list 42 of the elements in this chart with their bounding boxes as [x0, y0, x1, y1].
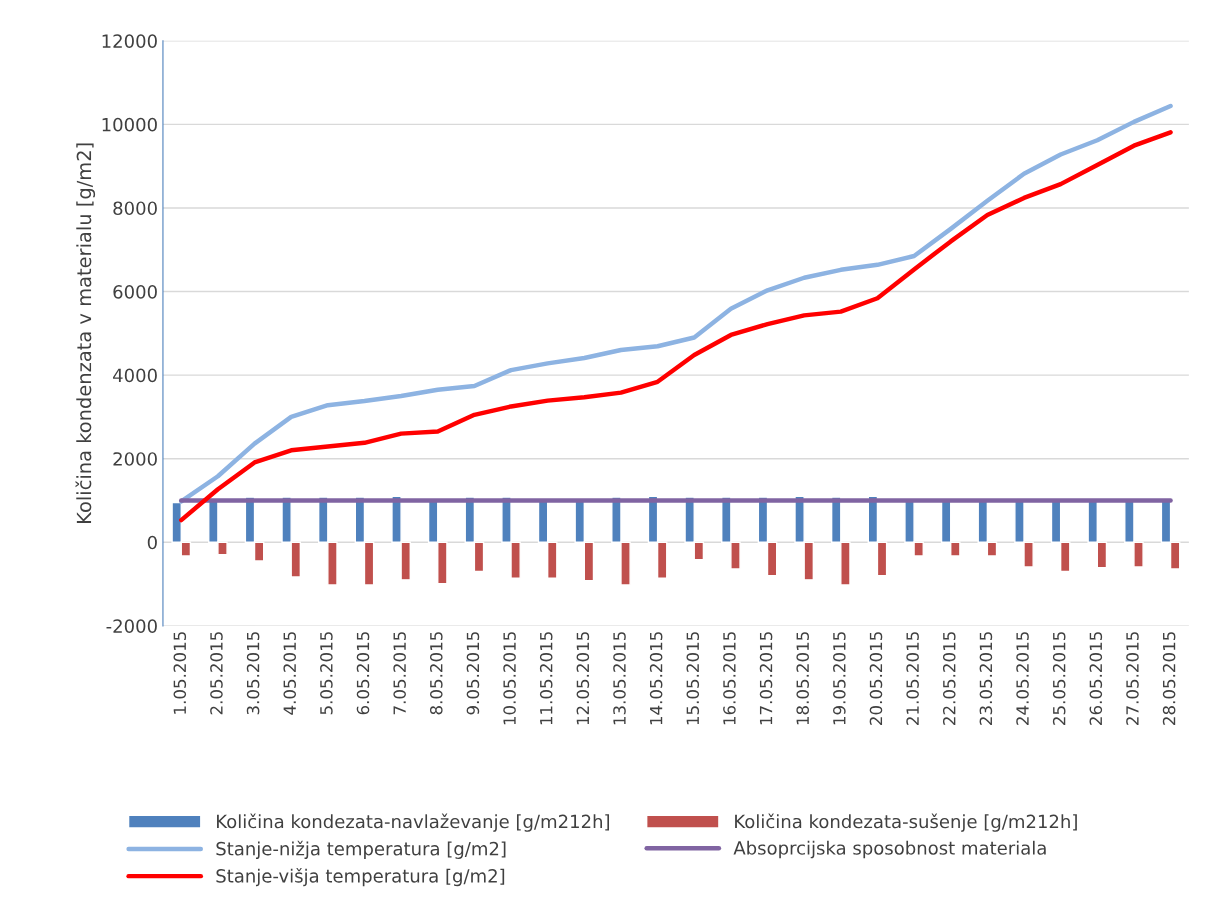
x-tick-label: 26.05.2015 [1089, 632, 1103, 725]
x-tick-label: 4.05.2015 [283, 632, 297, 715]
x-tick-label: 20.05.2015 [869, 632, 883, 725]
x-tick-label: 18.05.2015 [796, 632, 809, 725]
x-tick-label: 11.05.2015 [539, 632, 553, 725]
x-tick-label: 2.05.2015 [210, 632, 223, 715]
legend-label: Količina kondezata-sušenje [g/m212h] [735, 813, 1077, 832]
legend-label: Stanje-višja temperatura [g/m2] [216, 868, 505, 887]
x-tick-label: 1.05.2015 [173, 632, 187, 714]
x-tick-label: 6.05.2015 [356, 632, 370, 715]
y-tick-label: 12000 [102, 34, 157, 48]
x-tick-label: 3.05.2015 [246, 632, 260, 715]
x-tick-label: 23.05.2015 [979, 632, 993, 725]
y-tick-label: 6000 [113, 284, 157, 299]
x-tick-label: 13.05.2015 [613, 632, 626, 725]
x-tick-label: 19.05.2015 [833, 632, 846, 725]
y-tick-label: 8000 [113, 201, 157, 216]
y-tick-label: 4000 [113, 368, 157, 383]
legend-label: Stanje-nižja temperatura [g/m2] [216, 840, 506, 859]
x-tick-label: 28.05.2015 [1162, 632, 1176, 725]
legend-label: Količina kondezata-navlaževanje [g/m212h] [217, 813, 610, 832]
x-tick-label: 25.05.2015 [1052, 632, 1066, 725]
x-tick-label: 24.05.2015 [1016, 632, 1029, 725]
x-tick-label: 10.05.2015 [503, 632, 516, 725]
x-tick-label: 21.05.2015 [906, 632, 919, 725]
y-tick-label: 10000 [102, 117, 157, 132]
y-tick-label: 2000 [113, 452, 157, 466]
y-tick-label: -2000 [106, 619, 157, 633]
x-tick-label: 8.05.2015 [429, 632, 443, 715]
x-tick-label: 17.05.2015 [759, 632, 773, 725]
x-tick-label: 16.05.2015 [723, 632, 736, 725]
legend-label: Absoprcijska sposobnost materiala [733, 840, 1046, 859]
x-tick-label: 22.05.2015 [942, 632, 956, 725]
x-tick-label: 27.05.2015 [1126, 632, 1139, 725]
x-tick-label: 7.05.2015 [393, 632, 406, 715]
x-tick-label: 9.05.2015 [466, 632, 480, 715]
x-tick-label: 15.05.2015 [686, 632, 700, 725]
x-tick-label: 12.05.2015 [576, 632, 590, 725]
y-tick-label: 0 [147, 535, 157, 550]
x-tick-label: 14.05.2015 [649, 632, 663, 725]
x-tick-label: 5.05.2015 [320, 632, 333, 715]
y-axis-title: Količina kondenzata v materialu [g/m2] [75, 143, 96, 523]
